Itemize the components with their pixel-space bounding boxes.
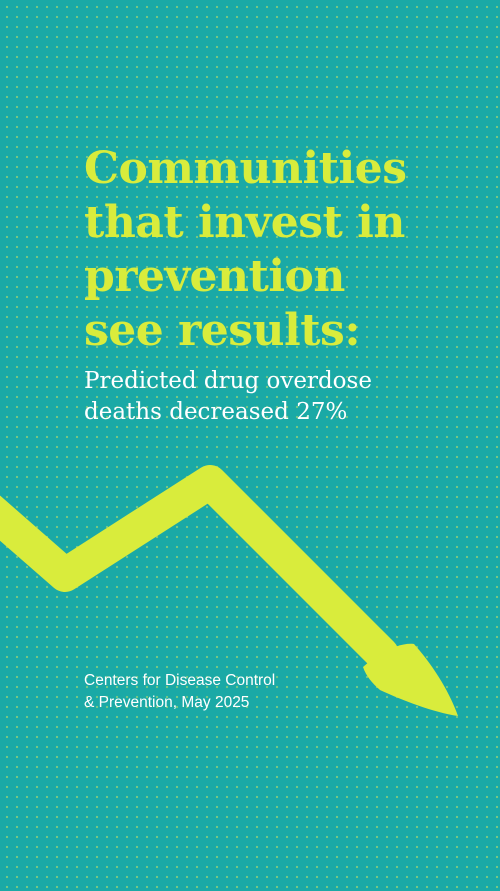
headline-line-3: prevention	[84, 251, 345, 302]
source-line-2: & Prevention, May 2025	[84, 694, 250, 711]
headline-line-4: see results:	[84, 305, 361, 356]
headline-line-1: Communities	[84, 143, 407, 194]
source-line-1: Centers for Disease Control	[84, 672, 276, 689]
trend-line	[0, 465, 399, 671]
arrow-head	[363, 643, 458, 716]
statistic-subhead: Predicted drug overdose deaths decreased…	[84, 366, 464, 428]
headline: Communities that invest in prevention se…	[84, 142, 484, 358]
source-citation: Centers for Disease Control & Prevention…	[84, 670, 364, 714]
headline-line-2: that invest in	[84, 197, 405, 248]
subhead-line-2: deaths decreased 27%	[84, 399, 348, 425]
subhead-line-1: Predicted drug overdose	[84, 368, 372, 394]
